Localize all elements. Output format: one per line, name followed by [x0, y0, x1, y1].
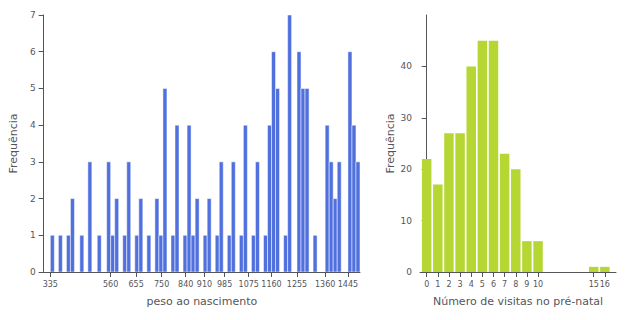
svg-text:655: 655 [128, 280, 143, 289]
svg-text:Frequência: Frequência [7, 113, 20, 173]
svg-text:Frequência: Frequência [384, 113, 397, 173]
svg-text:0: 0 [406, 267, 412, 277]
svg-text:840: 840 [178, 280, 193, 289]
svg-text:30: 30 [401, 113, 413, 123]
svg-text:2: 2 [30, 194, 36, 204]
svg-text:7: 7 [30, 10, 36, 20]
svg-text:1360: 1360 [315, 280, 335, 289]
svg-text:910: 910 [197, 280, 212, 289]
svg-text:1160: 1160 [261, 280, 281, 289]
svg-text:16: 16 [600, 280, 610, 289]
svg-text:6: 6 [491, 280, 496, 289]
svg-text:7: 7 [502, 280, 507, 289]
svg-text:1075: 1075 [239, 280, 259, 289]
svg-text:Número de visitas no pré-natal: Número de visitas no pré-natal [433, 295, 603, 308]
svg-text:0: 0 [424, 280, 429, 289]
svg-text:8: 8 [513, 280, 518, 289]
svg-text:3: 3 [458, 280, 463, 289]
svg-text:2: 2 [446, 280, 451, 289]
svg-text:750: 750 [154, 280, 169, 289]
svg-text:20: 20 [401, 164, 413, 174]
svg-text:40: 40 [401, 61, 413, 71]
svg-text:1: 1 [30, 230, 36, 240]
svg-text:560: 560 [103, 280, 118, 289]
svg-text:5: 5 [30, 83, 36, 93]
svg-text:10: 10 [401, 216, 413, 226]
svg-text:5: 5 [480, 280, 485, 289]
svg-text:4: 4 [469, 280, 474, 289]
svg-text:4: 4 [30, 120, 36, 130]
svg-text:peso ao nascimento: peso ao nascimento [146, 295, 257, 308]
svg-text:10: 10 [533, 280, 543, 289]
svg-text:1445: 1445 [338, 280, 358, 289]
svg-text:3: 3 [30, 157, 36, 167]
svg-text:985: 985 [217, 280, 232, 289]
svg-text:1255: 1255 [287, 280, 307, 289]
svg-text:9: 9 [524, 280, 529, 289]
svg-text:6: 6 [30, 47, 36, 57]
svg-text:0: 0 [30, 267, 36, 277]
svg-text:1: 1 [435, 280, 440, 289]
svg-text:15: 15 [589, 280, 599, 289]
svg-text:335: 335 [43, 280, 58, 289]
